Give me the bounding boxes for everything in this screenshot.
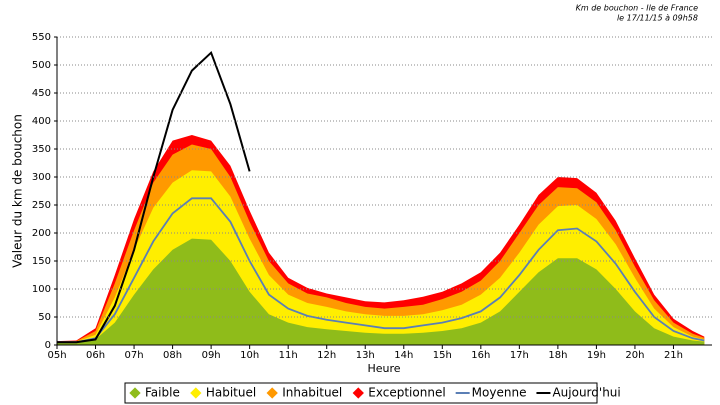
legend-swatch	[190, 387, 202, 399]
y-tick-label: 250	[32, 200, 51, 211]
legend-swatch	[266, 387, 278, 399]
x-tick-label: 15h	[433, 350, 452, 361]
x-tick-label: 21h	[664, 350, 683, 361]
y-tick-label: 0	[45, 340, 51, 351]
x-tick-label: 06h	[86, 350, 105, 361]
y-tick-label: 300	[32, 172, 51, 183]
y-tick-label: 100	[32, 284, 51, 295]
x-tick-label: 16h	[471, 350, 490, 361]
x-axis-label: Heure	[367, 362, 400, 375]
x-tick-label: 07h	[125, 350, 144, 361]
area	[57, 238, 705, 345]
legend-label: Habituel	[206, 386, 256, 400]
y-tick-label: 150	[32, 256, 51, 267]
x-tick-label: 10h	[240, 350, 259, 361]
x-tick-label: 17h	[510, 350, 529, 361]
plot-layer	[57, 135, 705, 345]
x-tick-label: 05h	[47, 350, 66, 361]
y-tick-label: 400	[32, 116, 51, 127]
legend-label: Faible	[145, 386, 180, 400]
legend-swatch	[352, 387, 364, 399]
legend-label: Moyenne	[472, 386, 527, 400]
x-tick-label: 12h	[317, 350, 336, 361]
x-tick-label: 14h	[394, 350, 413, 361]
x-tick-label: 20h	[625, 350, 644, 361]
y-tick-label: 450	[32, 88, 51, 99]
x-tick-label: 11h	[279, 350, 298, 361]
legend: Faible Habituel Inhabituel Exceptionnel Moye…	[124, 382, 621, 404]
y-tick-label: 350	[32, 144, 51, 155]
y-tick-label: 500	[32, 60, 51, 71]
line	[57, 197, 705, 344]
legend-label: Inhabituel	[282, 386, 342, 400]
x-tick-label: 13h	[356, 350, 375, 361]
chart-title: Km de bouchon - Ile de France	[576, 4, 698, 13]
legend-label: Exceptionnel	[368, 386, 445, 400]
chart-subtitle: le 17/11/15 à 09h58	[617, 14, 698, 23]
y-tick-label: 50	[38, 312, 51, 323]
y-axis-label: Valeur du km de bouchon	[11, 114, 25, 268]
x-tick-label: 09h	[202, 350, 221, 361]
y-tick-label: 200	[32, 228, 51, 239]
x-tick-label: 08h	[163, 350, 182, 361]
x-tick-label: 19h	[587, 350, 606, 361]
x-tick-label: 18h	[548, 350, 567, 361]
legend-label: Aujourd'hui	[552, 386, 620, 400]
y-tick-label: 550	[32, 32, 51, 43]
legend-swatch	[129, 387, 141, 399]
